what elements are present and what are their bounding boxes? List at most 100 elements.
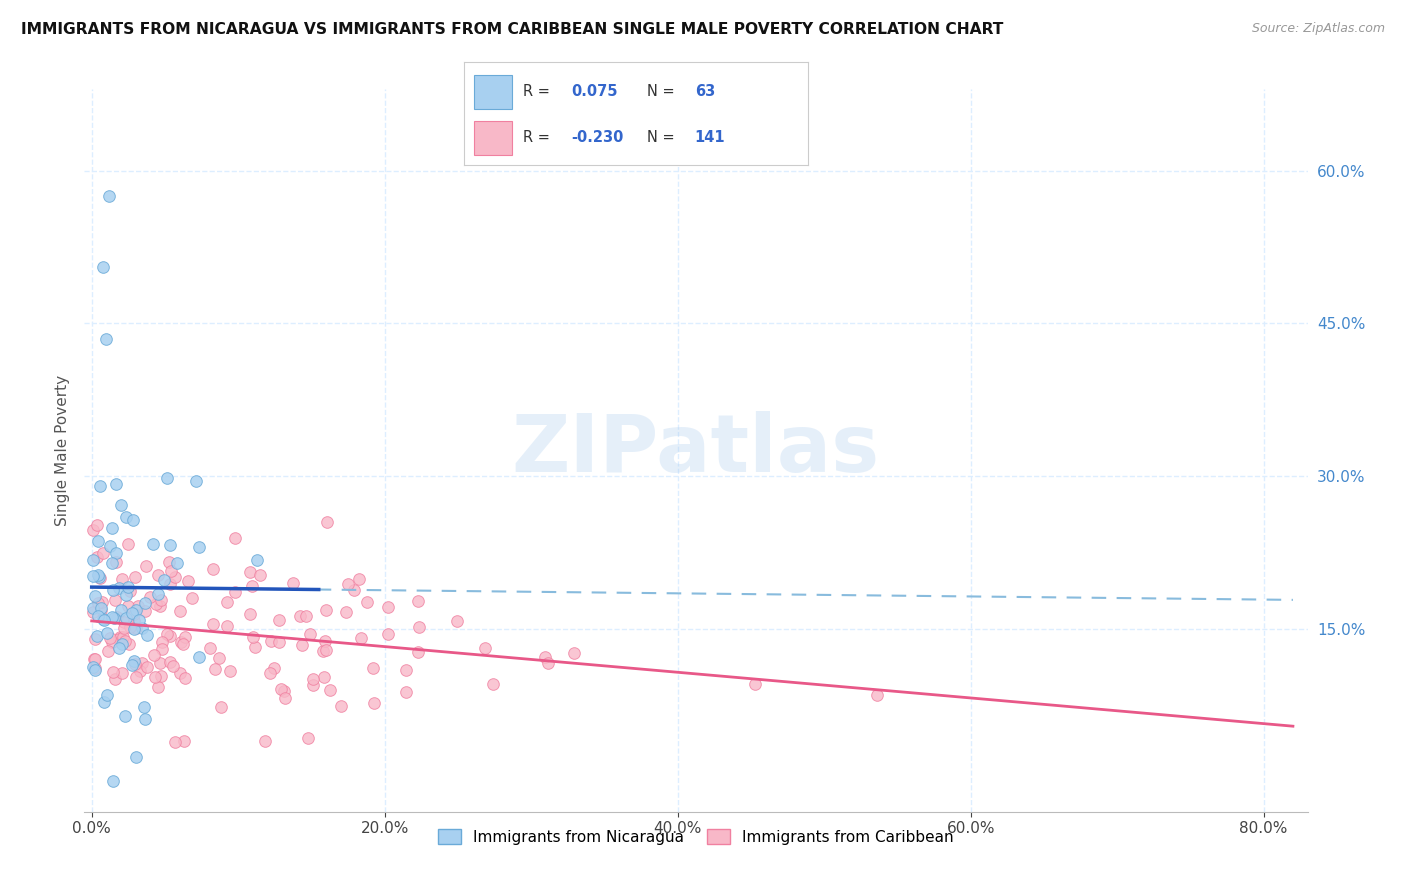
Point [347,572,370,586]
Point [312,670,335,684]
Text: N =: N = [647,84,679,99]
Point [267,635,290,649]
Point [219,664,242,678]
Point [112,621,135,635]
Point [120,620,142,634]
Point [107,640,129,655]
Point [150,669,173,683]
Point [114,709,136,723]
Point [173,630,195,644]
Point [242,631,264,645]
Point [103,611,125,625]
Point [201,562,224,576]
Point [153,573,176,587]
Point [337,577,360,591]
Point [315,643,337,657]
Point [408,645,430,659]
Point [150,642,173,657]
Point [146,587,169,601]
Point [105,477,128,491]
Point [93,696,115,710]
Point [350,632,373,646]
Point [84,663,107,677]
Text: 63: 63 [695,84,716,99]
Point [361,661,384,675]
Point [87,596,110,610]
Point [866,688,889,702]
Point [395,685,418,699]
Point [162,659,184,673]
Point [86,549,108,564]
Point [134,596,156,610]
Point [122,607,145,622]
Point [135,558,157,573]
Point [103,774,125,789]
Point [294,609,316,624]
Point [96,332,118,346]
Point [170,635,193,649]
Point [134,713,156,727]
FancyBboxPatch shape [474,75,512,109]
Point [159,538,181,552]
Legend: Immigrants from Nicaragua, Immigrants from Caribbean: Immigrants from Nicaragua, Immigrants fr… [432,823,960,851]
Point [83,632,105,646]
Point [125,603,148,617]
Point [122,623,145,637]
Point [128,664,150,678]
Point [156,627,179,641]
Point [110,498,132,512]
Point [104,546,127,560]
Point [188,650,211,665]
Point [169,666,191,681]
Point [166,557,188,571]
Point [82,569,104,583]
Point [482,676,505,690]
Point [90,602,112,616]
Point [150,592,173,607]
Point [90,600,112,615]
Point [314,633,336,648]
Point [93,260,115,275]
Point [112,630,135,644]
Point [110,603,132,617]
Point [201,617,224,632]
Point [87,609,110,624]
Point [299,626,322,640]
Point [117,599,139,614]
Point [118,584,141,599]
Point [97,644,120,658]
Point [253,734,276,748]
Point [159,577,181,591]
Point [125,670,148,684]
Point [239,607,262,621]
FancyBboxPatch shape [474,121,512,155]
Point [207,651,229,665]
Point [150,635,173,649]
Point [117,580,139,594]
Point [217,595,239,609]
Point [105,610,128,624]
Point [91,595,114,609]
Point [342,582,364,597]
Point [159,629,181,643]
Point [329,699,352,714]
Point [259,665,281,680]
Point [104,592,127,607]
Point [156,471,179,485]
Point [86,517,108,532]
Point [239,565,262,579]
Point [146,568,169,582]
Point [159,655,181,669]
Point [312,644,335,658]
Point [143,648,166,663]
Point [186,474,208,488]
Point [315,603,337,617]
Point [111,666,134,681]
Point [132,699,155,714]
Point [176,574,198,588]
Point [121,657,143,672]
Point [107,632,129,647]
Point [356,595,378,609]
Point [86,629,108,643]
Point [188,540,211,554]
